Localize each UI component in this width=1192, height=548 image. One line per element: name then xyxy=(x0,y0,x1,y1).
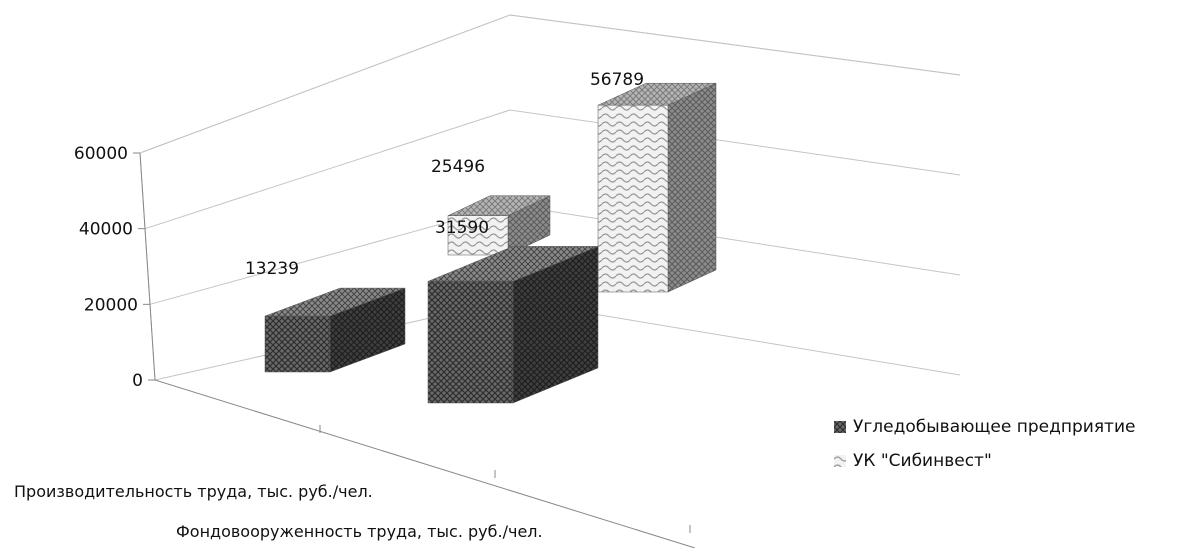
y-tick-label: 0 xyxy=(132,371,143,391)
data-label: 13239 xyxy=(245,259,299,279)
legend-label-series-1: Угледобывающее предприятие xyxy=(853,417,1136,437)
gridline xyxy=(139,14,961,154)
bar-side xyxy=(667,82,717,293)
bar-2-1 xyxy=(447,195,551,256)
y-tick-label: 20000 xyxy=(84,295,138,315)
bar-1-1 xyxy=(264,287,406,373)
legend-swatch-series-2 xyxy=(834,455,846,467)
bar-2-2 xyxy=(597,82,717,293)
category-label-2: Фондовооруженность труда, тыс. руб./чел. xyxy=(176,522,543,541)
gridline xyxy=(144,109,961,230)
bar-front xyxy=(447,215,509,256)
legend: Угледобывающее предприятие УК "Сибинвест… xyxy=(834,410,1135,478)
y-axis-line xyxy=(139,152,156,381)
category-label-1: Производительность труда, тыс. руб./чел. xyxy=(14,482,373,501)
x-axis-line xyxy=(154,379,696,548)
legend-label-series-2: УК "Сибинвест" xyxy=(853,451,992,471)
legend-item-series-2: УК "Сибинвест" xyxy=(834,444,1135,478)
data-label: 25496 xyxy=(431,157,485,177)
y-tick-label: 40000 xyxy=(79,220,133,240)
bar-front xyxy=(597,104,669,293)
legend-item-series-1: Угледобывающее предприятие xyxy=(834,410,1135,444)
legend-swatch-series-1 xyxy=(834,421,846,433)
bar-1-2 xyxy=(427,246,599,404)
bar-front xyxy=(264,315,331,373)
y-tick-label: 60000 xyxy=(74,144,128,164)
data-label: 56789 xyxy=(590,70,644,90)
bar-front xyxy=(427,281,514,404)
data-label: 31590 xyxy=(435,218,489,238)
